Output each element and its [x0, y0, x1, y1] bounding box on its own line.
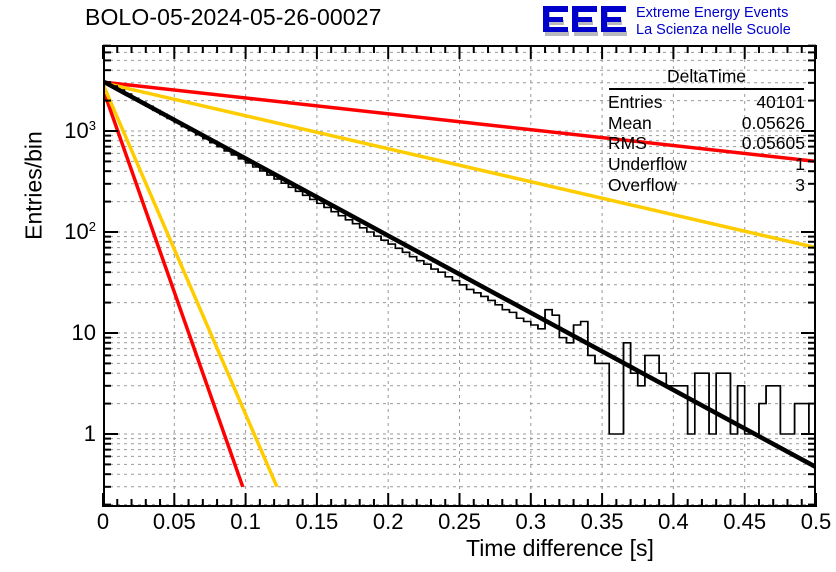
x-tick-label: 0.2: [372, 509, 404, 534]
stats-row-value: 0.05605: [741, 133, 805, 154]
x-tick-label: 0.05: [152, 509, 196, 534]
eee-logo-mark: [543, 6, 627, 36]
eee-logo-line1: Extreme Energy Events: [636, 5, 789, 21]
stats-divider: [609, 87, 804, 90]
stats-row-value: 0.05626: [741, 112, 805, 133]
stats-row-value: 1: [795, 154, 805, 175]
stats-row: Underflow 1: [605, 154, 808, 175]
stats-row-label: RMS: [608, 133, 647, 154]
stats-rows: Entries 40101 Mean 0.05626 RMS 0.05605 Underfl…: [605, 92, 808, 196]
x-tick-label: 0.25: [438, 509, 481, 534]
stats-row-label: Overflow: [608, 174, 678, 195]
stats-row: Mean 0.05626: [605, 113, 808, 134]
stats-title: DeltaTime: [666, 66, 747, 86]
stats-row-value: 3: [795, 174, 805, 195]
eee-logo-text: Extreme Energy Events La Scienza nelle S…: [636, 5, 791, 39]
stats-row: Entries 40101: [605, 92, 808, 113]
data-layer: [103, 79, 816, 488]
x-tick-label: 0.35: [580, 509, 624, 534]
x-tick-label: 0.4: [658, 509, 689, 534]
eee-logo-line2: La Scienza nelle Scuole: [636, 22, 791, 38]
eee-logo: Extreme Energy Events La Scienza nelle S…: [543, 4, 833, 42]
stats-row-label: Underflow: [608, 154, 687, 175]
x-tick-label: 0.15: [295, 509, 339, 534]
y-tick-label: 10: [71, 320, 96, 345]
x-tick-label: 0.3: [515, 509, 547, 534]
x-tick-label: 0.1: [230, 509, 261, 534]
x-tick-label: 0.5: [800, 509, 832, 534]
stats-row-value: 40101: [756, 91, 805, 112]
y-tick-label: 102: [64, 218, 96, 245]
x-tick-label: 0: [96, 509, 110, 534]
page-title: BOLO-05-2024-05-26-00027: [85, 4, 382, 30]
stats-row: Overflow 3: [605, 175, 808, 196]
y-axis-title: Entries/bin: [20, 131, 47, 240]
x-axis-title: Time difference [s]: [466, 535, 654, 561]
y-tick-label: 1: [83, 421, 96, 446]
stats-row: RMS 0.05605: [605, 133, 808, 154]
plot-area: [102, 44, 817, 507]
stats-row-label: Mean: [608, 112, 652, 133]
x-tick-label: 0.45: [723, 509, 767, 534]
plot-frame: [103, 45, 816, 507]
stats-row-label: Entries: [608, 91, 663, 112]
statistics-box: DeltaTime Entries 40101 Mean 0.05626 RMS 0.05…: [605, 66, 808, 196]
y-tick-label: 103: [64, 117, 96, 144]
